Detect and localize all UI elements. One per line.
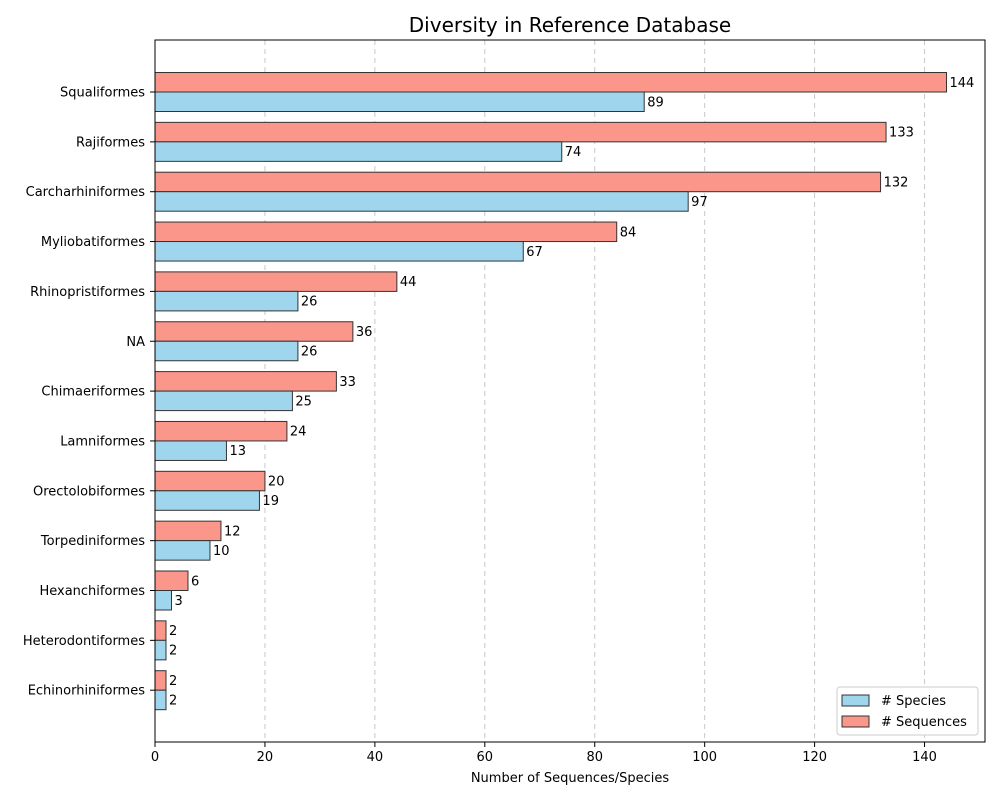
y-axis-ticks: Squaliformes Rajiformes Carcharhiniformes M… (23, 86, 155, 699)
data-label-sequences: 2 (169, 624, 177, 639)
data-label-sequences: 2 (169, 674, 177, 689)
x-tick-label: 140 (912, 750, 937, 765)
bar-species (154, 141, 563, 162)
y-tick-label: Rhinopristiformes (30, 285, 145, 300)
data-label-species: 97 (691, 195, 708, 210)
x-tick-label: 100 (692, 750, 717, 765)
legend-swatch-sequences (841, 715, 870, 728)
bar-sequences (154, 171, 882, 193)
x-tick-label: 80 (586, 750, 603, 765)
data-label-species: 10 (213, 544, 230, 559)
bar-sequences (154, 72, 948, 93)
bar-species (154, 390, 293, 412)
data-label-sequences: 132 (884, 175, 909, 190)
bars (154, 72, 948, 711)
data-labels: 1448913374132978467442636263325241320191… (169, 76, 974, 709)
data-label-sequences: 44 (400, 275, 417, 290)
x-tick-label: 40 (367, 750, 384, 765)
legend: # Species # Sequences (836, 686, 979, 736)
bar-species (154, 340, 299, 362)
y-tick-label: Rajiformes (76, 135, 145, 150)
data-label-species: 2 (169, 644, 177, 659)
bar-sequences (154, 420, 288, 442)
data-label-species: 26 (301, 295, 318, 310)
data-label-species: 2 (169, 693, 177, 708)
bar-sequences (154, 570, 189, 591)
bar-sequences (154, 121, 887, 143)
data-label-sequences: 144 (950, 76, 975, 91)
bar-species (154, 639, 167, 661)
legend-label-sequences: # Sequences (881, 715, 967, 730)
bar-species (154, 590, 172, 611)
bar-species (154, 689, 167, 711)
bar-sequences (154, 371, 337, 392)
y-tick-label: Echinorhiniformes (28, 684, 146, 699)
legend-label-species: # Species (881, 694, 946, 709)
x-axis-title: Number of Sequences/Species (471, 771, 670, 786)
legend-swatch-species (841, 694, 870, 707)
bar-species (154, 490, 260, 511)
data-label-sequences: 33 (339, 375, 356, 390)
data-label-sequences: 12 (224, 524, 241, 539)
y-tick-label: Hexanchiformes (39, 584, 145, 599)
data-label-species: 3 (174, 594, 182, 609)
y-tick-label: Heterodontiformes (23, 634, 145, 649)
legend-frame (836, 686, 979, 736)
y-tick-label: Chimaeriformes (41, 385, 145, 400)
x-axis-ticks: 0 20 40 60 80 100 120 140 (151, 742, 937, 765)
y-tick-label: Torpediniformes (40, 534, 145, 549)
bar-species (154, 540, 211, 561)
data-label-species: 89 (647, 95, 664, 110)
x-tick-label: 20 (257, 750, 274, 765)
bar-species (154, 191, 689, 212)
data-label-species: 26 (301, 345, 318, 360)
chart-title: Diversity in Reference Database (409, 13, 731, 37)
data-label-species: 19 (262, 494, 279, 509)
bar-sequences (154, 620, 167, 641)
data-label-sequences: 133 (889, 126, 914, 141)
data-label-species: 74 (565, 145, 582, 160)
x-tick-label: 60 (477, 750, 494, 765)
bar-species (154, 440, 227, 461)
bar-sequences (154, 520, 222, 542)
data-label-species: 67 (526, 245, 543, 260)
y-tick-label: NA (126, 335, 145, 350)
x-tick-label: 120 (802, 750, 827, 765)
bar-species (154, 290, 299, 312)
data-label-sequences: 24 (290, 425, 307, 440)
bar-sequences (154, 470, 266, 492)
y-tick-label: Orectolobiformes (33, 484, 145, 499)
data-label-species: 25 (295, 394, 312, 409)
bar-sequences (154, 221, 618, 243)
data-label-sequences: 6 (191, 574, 199, 589)
data-label-sequences: 84 (620, 225, 637, 240)
bar-sequences (154, 321, 354, 342)
data-label-species: 13 (229, 444, 246, 459)
y-tick-label: Carcharhiniformes (26, 185, 146, 200)
y-tick-label: Squaliformes (60, 86, 145, 101)
bar-sequences (154, 271, 398, 292)
data-label-sequences: 20 (268, 475, 285, 490)
x-tick-label: 0 (151, 750, 159, 765)
y-tick-label: Myliobatiformes (41, 235, 145, 250)
data-label-sequences: 36 (356, 325, 373, 340)
bar-species (154, 241, 524, 262)
bar-sequences (154, 670, 167, 691)
bar-species (154, 91, 645, 112)
y-tick-label: Lamniformes (60, 434, 145, 449)
